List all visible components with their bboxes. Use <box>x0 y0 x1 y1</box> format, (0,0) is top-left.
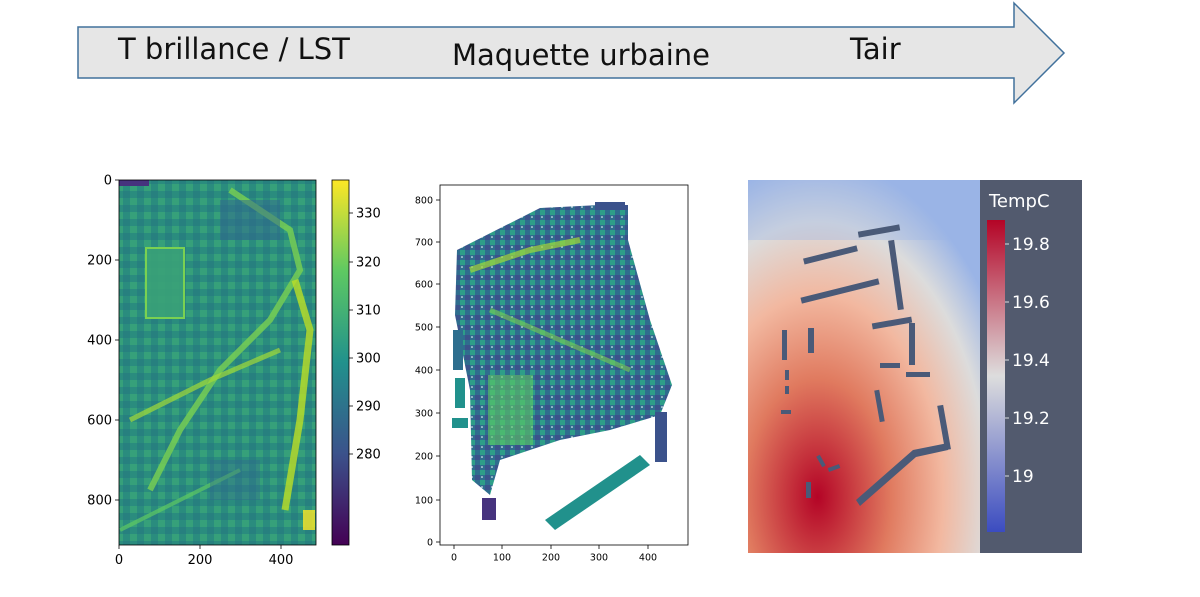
lst-cticks-tick-label: 320 <box>356 256 381 271</box>
lst-cticks-tick-label: 310 <box>356 304 381 319</box>
stage-tair-label: Tair <box>850 32 901 66</box>
tair-map <box>748 180 980 553</box>
arrow-shape <box>77 1 1066 105</box>
lst-yticks-tick-label: 200 <box>87 254 112 269</box>
urban-model-y-axis: 800 700 600 500 400 300 200 100 0 <box>415 195 440 548</box>
model-xticks-tick-label: 100 <box>493 553 511 564</box>
tair-figure: TempC 19.8 19.6 19.4 19.2 19 <box>748 180 1082 553</box>
stage-lst-label: T brillance / LST <box>118 32 350 66</box>
lst-yticks-tick-label: 400 <box>87 334 112 349</box>
model-yticks-tick-label: 800 <box>415 195 433 206</box>
lst-xticks-tick-label: 0 <box>115 553 123 568</box>
model-yticks-tick-label: 100 <box>415 495 433 506</box>
tair-colorbar <box>987 220 1005 532</box>
tair-ticks-tick-label: 19.8 <box>1012 235 1050 255</box>
model-xticks-tick-label: 200 <box>542 553 560 564</box>
lst-cticks-tick-label: 300 <box>356 352 381 367</box>
building-footprints <box>781 224 951 506</box>
lst-raster <box>119 180 316 545</box>
lst-cticks-tick-label: 280 <box>356 448 381 463</box>
lst-xticks-tick-label: 400 <box>269 553 294 568</box>
stage-urban-model-label: Maquette urbaine <box>452 38 710 72</box>
lst-figure: 0 200 400 600 800 0 200 400 330 320 310 300 290 280 <box>87 174 381 568</box>
model-yticks-tick-label: 600 <box>415 279 433 290</box>
model-yticks-tick-label: 200 <box>415 451 433 462</box>
urban-model-x-axis: 0 100 200 300 400 <box>451 545 657 564</box>
urban-model-figure: 800 700 600 500 400 300 200 100 0 0 100 200 300 400 <box>415 184 689 564</box>
tair-ticks-tick-label: 19.4 <box>1012 351 1050 371</box>
lst-yticks-tick-label: 0 <box>104 174 112 189</box>
lst-xticks-tick-label: 200 <box>188 553 213 568</box>
tair-panel: TempC 19.8 19.6 19.4 19.2 19 <box>748 180 1083 559</box>
model-xticks-tick-label: 400 <box>639 553 657 564</box>
urban-model-panel: 800 700 600 500 400 300 200 100 0 0 100 200 300 400 <box>400 180 700 569</box>
lst-colorbar <box>331 179 350 546</box>
tair-legend-title: TempC <box>988 191 1050 212</box>
process-arrow: T brillance / LST Maquette urbaine Tair <box>0 0 1200 110</box>
model-yticks-tick-label: 0 <box>427 537 433 548</box>
model-yticks-tick-label: 300 <box>415 408 433 419</box>
model-yticks-tick-label: 500 <box>415 322 433 333</box>
lst-x-axis: 0 200 400 <box>115 545 294 568</box>
tair-ticks-tick-label: 19.6 <box>1012 293 1050 313</box>
lst-axes-frame <box>118 179 317 546</box>
model-xticks-tick-label: 0 <box>451 553 457 564</box>
lst-cticks-tick-label: 330 <box>356 207 381 222</box>
lst-panel: 0 200 400 600 800 0 200 400 330 320 310 300 290 280 <box>60 170 400 579</box>
model-yticks-tick-label: 700 <box>415 237 433 248</box>
model-xticks-tick-label: 300 <box>590 553 608 564</box>
tair-legend-ticks: 19.8 19.6 19.4 19.2 19 <box>1005 235 1050 487</box>
lst-y-axis: 0 200 400 600 800 <box>87 174 119 509</box>
lst-yticks-tick-label: 600 <box>87 414 112 429</box>
tair-ticks-tick-label: 19 <box>1012 467 1034 487</box>
lst-cticks-tick-label: 290 <box>356 400 381 415</box>
lst-yticks-tick-label: 800 <box>87 494 112 509</box>
lst-colorbar-ticks: 330 320 310 300 290 280 <box>349 207 381 463</box>
model-yticks-tick-label: 400 <box>415 365 433 376</box>
tair-ticks-tick-label: 19.2 <box>1012 409 1050 429</box>
urban-model-points <box>452 202 672 530</box>
